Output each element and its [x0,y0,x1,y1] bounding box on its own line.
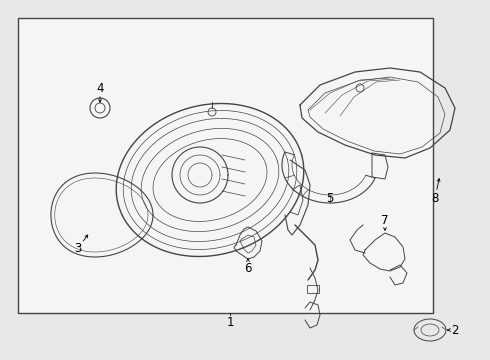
Text: 1: 1 [226,315,234,328]
Text: 8: 8 [431,192,439,204]
Text: 5: 5 [326,192,334,204]
Text: 6: 6 [244,261,252,274]
Text: 7: 7 [381,213,389,226]
Text: 3: 3 [74,242,82,255]
Bar [307,285,319,293]
Text: 4: 4 [96,81,104,94]
Bar [18,18,433,313]
Text: 2: 2 [451,324,459,337]
